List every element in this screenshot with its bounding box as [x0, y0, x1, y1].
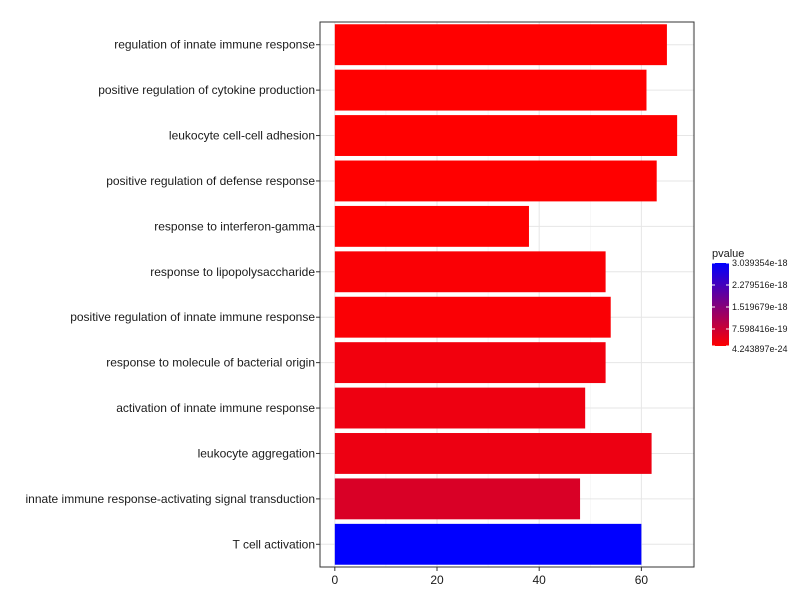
bar [334, 296, 611, 338]
bar [334, 478, 581, 520]
category-label: response to interferon-gamma [154, 219, 315, 233]
legend: pvalue 3.039354e-18 2.279516e-18 1.519679e… [712, 248, 788, 354]
bar [334, 342, 606, 384]
bar [334, 205, 529, 247]
category-label: T cell activation [233, 537, 315, 551]
bar [334, 523, 642, 565]
legend-title: pvalue [712, 248, 744, 260]
legend-colorbar [712, 263, 729, 346]
category-label: response to lipopolysaccharide [150, 265, 315, 279]
legend-tick-label: 7.598416e-19 [732, 324, 788, 334]
bar [334, 160, 657, 202]
bar [334, 24, 667, 66]
bar [334, 433, 652, 474]
x-tick-label: 40 [533, 573, 547, 587]
legend-tick-label: 1.519679e-18 [732, 302, 788, 312]
category-label: response to molecule of bacterial origin [106, 356, 315, 370]
bar [334, 387, 586, 429]
category-label: leukocyte aggregation [198, 446, 315, 460]
legend-tick-label: 3.039354e-18 [732, 258, 788, 268]
category-label: regulation of innate immune response [114, 38, 315, 52]
x-tick-label: 20 [430, 573, 444, 587]
y-axis: regulation of innate immune response posi… [26, 38, 320, 551]
category-label: leukocyte cell-cell adhesion [169, 129, 315, 143]
category-label: innate immune response-activating signal… [26, 492, 316, 506]
category-label: activation of innate immune response [116, 401, 315, 415]
x-axis: 0 20 40 60 [331, 567, 648, 587]
category-label: positive regulation of innate immune res… [70, 310, 315, 324]
category-label: positive regulation of cytokine producti… [98, 83, 315, 97]
category-label: positive regulation of defense response [106, 174, 315, 188]
x-tick-label: 0 [331, 573, 338, 587]
bar [334, 115, 678, 156]
bar [334, 69, 647, 111]
legend-tick-label: 4.243897e-24 [732, 344, 788, 354]
plot-panel-border [319, 21, 695, 568]
bar [334, 251, 606, 293]
x-tick-label: 60 [635, 573, 649, 587]
legend-tick-label: 2.279516e-18 [732, 280, 788, 290]
bars [334, 24, 678, 565]
